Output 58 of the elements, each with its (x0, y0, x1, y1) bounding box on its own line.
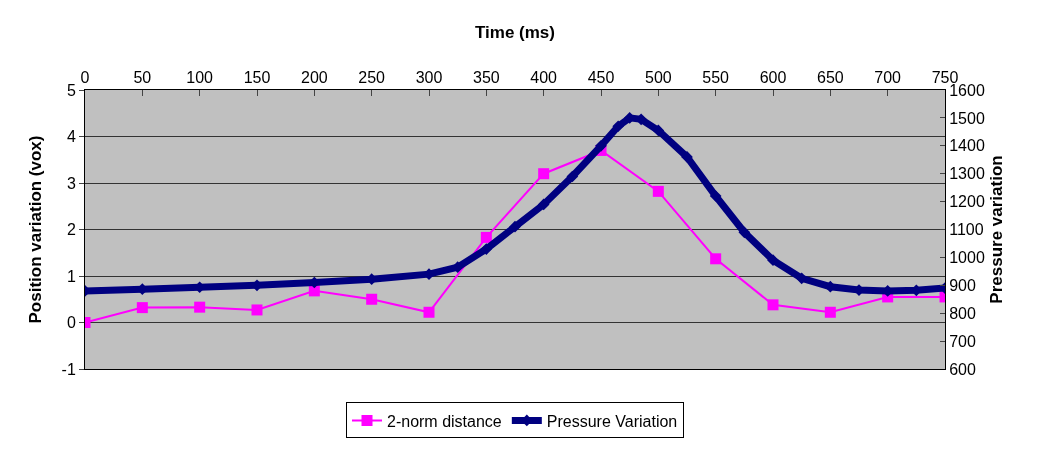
point (251, 304, 263, 316)
point (709, 190, 722, 202)
y2-axis-title: Pressure variation (986, 155, 1006, 304)
point (824, 306, 836, 318)
x-tick-label: 350 (472, 68, 500, 86)
x-tick-label: 450 (587, 68, 615, 86)
legend-label: 2-norm distance (387, 412, 502, 430)
y2-tick-label: 800 (949, 304, 976, 322)
point (767, 254, 779, 267)
point (537, 198, 550, 211)
point (652, 124, 665, 137)
x-tick-label: 500 (644, 68, 672, 86)
point (538, 168, 550, 180)
x-tick-label: 50 (133, 68, 152, 86)
y2-tick-label: 600 (949, 360, 976, 378)
y2-tick-label: 1300 (949, 165, 985, 183)
y-tick-label: 1 (66, 267, 76, 285)
x-tick-label: 250 (358, 68, 386, 86)
x-tick-label: 650 (816, 68, 844, 86)
point (566, 170, 579, 183)
point (194, 301, 206, 313)
x-tick-label: 150 (243, 68, 271, 86)
x-axis-title: Time (ms) (475, 22, 555, 42)
x-tick-label: 100 (186, 68, 214, 86)
x-tick-label: 550 (702, 68, 730, 86)
point (423, 306, 435, 318)
x-tick-label: 700 (874, 68, 902, 86)
x-tick-label: 300 (415, 68, 443, 86)
point (509, 220, 521, 233)
y2-tick-label: 1400 (949, 137, 985, 155)
point (612, 120, 625, 133)
y-tick-label: 0 (66, 314, 76, 332)
point (136, 302, 148, 314)
point (595, 139, 607, 152)
y-tick-label: 2 (66, 221, 76, 239)
x-tick-label: 600 (759, 68, 787, 86)
y2-tick-label: 1100 (949, 221, 984, 239)
y-axis-title: Position variation (vox) (26, 135, 45, 324)
point (767, 299, 779, 311)
point (710, 253, 722, 265)
x-tick-label: 200 (300, 68, 328, 86)
point (366, 293, 378, 305)
y2-tick-label: 1200 (949, 193, 985, 211)
point (480, 231, 492, 243)
y2-tick-label: 700 (949, 332, 976, 350)
point (480, 243, 493, 255)
point (652, 185, 664, 197)
y2-tick-label: 1500 (949, 109, 985, 127)
y-tick-label: 4 (66, 128, 76, 146)
point (738, 226, 751, 239)
legend-label: Pressure Variation (546, 412, 678, 430)
y2-tick-label: 900 (949, 276, 976, 294)
y-tick-label: -1 (61, 360, 76, 378)
x-tick-label: 0 (80, 68, 90, 86)
y-tick-label: 5 (66, 81, 76, 99)
y2-tick-label: 1000 (949, 249, 985, 266)
y-tick-label: 3 (66, 174, 76, 192)
x-tick-label: 400 (530, 68, 558, 86)
